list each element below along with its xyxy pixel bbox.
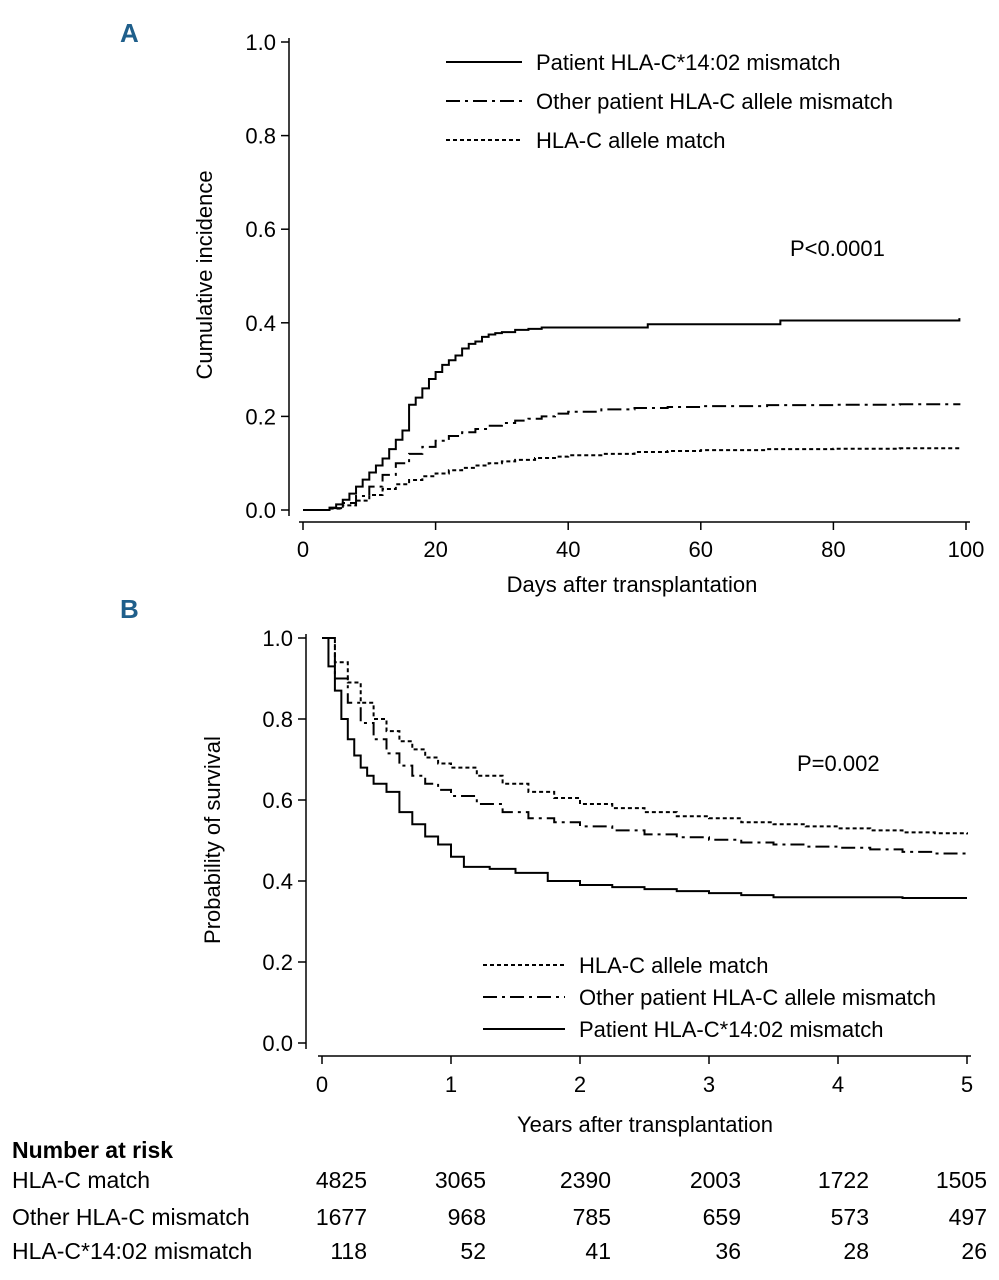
- y-tick-label: 0.6: [245, 217, 276, 242]
- risk-count: 36: [715, 1238, 741, 1264]
- panel-a-legend: Patient HLA-C*14:02 mismatch Other patien…: [446, 50, 893, 153]
- risk-count: 118: [330, 1238, 367, 1264]
- x-tick-label: 20: [423, 537, 447, 562]
- panel-b-p-value: P=0.002: [797, 751, 880, 776]
- panel-a-p-value: P<0.0001: [790, 236, 885, 261]
- y-tick-label: 0.2: [262, 950, 293, 975]
- legend-label: HLA-C allele match: [536, 128, 726, 153]
- y-tick-label: 0.8: [245, 124, 276, 149]
- y-tick-label: 0.2: [245, 404, 276, 429]
- series-line-dash-dot: [322, 637, 968, 856]
- panel-b-series: [322, 637, 968, 900]
- risk-count: 3065: [434, 1167, 486, 1193]
- x-tick-label: 60: [689, 537, 713, 562]
- risk-count: 497: [948, 1204, 987, 1230]
- x-tick-label: 100: [948, 537, 985, 562]
- y-tick-label: 0.8: [262, 707, 293, 732]
- y-tick-label: 0.6: [262, 788, 293, 813]
- risk-count: 52: [460, 1238, 486, 1264]
- risk-count: 26: [961, 1238, 987, 1264]
- y-tick-label: 0.4: [262, 869, 293, 894]
- y-tick-label: 0.0: [262, 1031, 293, 1056]
- panel-a-series: [303, 318, 961, 511]
- risk-count: 41: [585, 1238, 611, 1264]
- series-line-solid: [322, 637, 967, 900]
- panel-b-axes: [305, 634, 971, 1057]
- panel-b-label: B: [120, 594, 139, 624]
- risk-count: 4825: [315, 1167, 367, 1193]
- risk-row-label: HLA-C*14:02 mismatch: [12, 1238, 253, 1264]
- risk-count: 1722: [817, 1167, 869, 1193]
- risk-count: 1677: [315, 1204, 367, 1230]
- risk-count: 2390: [559, 1167, 611, 1193]
- risk-count: 28: [843, 1238, 869, 1264]
- risk-row-label: Other HLA-C mismatch: [12, 1204, 250, 1230]
- panel-a-xlabel: Days after transplantation: [507, 572, 758, 597]
- panel-a-ylabel: Cumulative incidence: [192, 170, 217, 379]
- series-line-dash-dot: [303, 403, 961, 511]
- x-tick-label: 0: [316, 1072, 328, 1097]
- panel-b-survival: B 0.0 0.2 0.4 0.6 0.8 1.0 0 1 2 3 4 5 Probability o…: [120, 594, 973, 1137]
- y-tick-label: 0.0: [245, 498, 276, 523]
- panel-b-xlabel: Years after transplantation: [517, 1112, 773, 1137]
- risk-table-row: HLA-C match 4825 3065 2390 2003 1722 1505: [0, 1167, 999, 1197]
- panel-b-ticks: 0.0 0.2 0.4 0.6 0.8 1.0 0 1 2 3 4 5: [262, 626, 973, 1097]
- risk-count: 659: [702, 1204, 741, 1230]
- legend-label: Patient HLA-C*14:02 mismatch: [536, 50, 840, 75]
- risk-table-row: Other HLA-C mismatch 1677 968 785 659 573 497: [0, 1204, 999, 1234]
- series-line-dotted: [303, 447, 961, 511]
- risk-count: 1505: [935, 1167, 987, 1193]
- risk-count: 785: [572, 1204, 611, 1230]
- y-tick-label: 1.0: [245, 30, 276, 55]
- x-tick-label: 1: [445, 1072, 457, 1097]
- x-tick-label: 40: [556, 537, 580, 562]
- series-line-solid: [303, 318, 961, 511]
- legend-label: Other patient HLA-C allele mismatch: [536, 89, 893, 114]
- panel-a-cumulative-incidence: A 0.0 0.2 0.4 0.6 0.8 1.0 0 20 40 60 80 100 Cumulat…: [120, 18, 984, 597]
- panel-a-axes: [288, 38, 970, 523]
- legend-label: HLA-C allele match: [579, 953, 769, 978]
- risk-table-title: Number at risk: [12, 1137, 174, 1163]
- panel-a-ticks: 0.0 0.2 0.4 0.6 0.8 1.0 0 20 40 60 80 100: [245, 30, 984, 562]
- legend-label: Other patient HLA-C allele mismatch: [579, 985, 936, 1010]
- panel-b-legend: HLA-C allele match Other patient HLA-C al…: [483, 953, 936, 1042]
- risk-count: 968: [447, 1204, 486, 1230]
- x-tick-label: 5: [961, 1072, 973, 1097]
- panel-b-ylabel: Probability of survival: [200, 736, 225, 944]
- x-tick-label: 4: [832, 1072, 844, 1097]
- legend-label: Patient HLA-C*14:02 mismatch: [579, 1017, 883, 1042]
- x-tick-label: 2: [574, 1072, 586, 1097]
- risk-count: 2003: [689, 1167, 741, 1193]
- risk-table-row: HLA-C*14:02 mismatch 118 52 41 36 28 26: [0, 1238, 999, 1268]
- y-tick-label: 0.4: [245, 311, 276, 336]
- risk-row-label: HLA-C match: [12, 1167, 151, 1193]
- panel-a-label: A: [120, 18, 139, 48]
- risk-count: 573: [830, 1204, 869, 1230]
- x-tick-label: 3: [703, 1072, 715, 1097]
- x-tick-label: 0: [297, 537, 309, 562]
- x-tick-label: 80: [821, 537, 845, 562]
- series-line-dotted: [322, 637, 968, 835]
- y-tick-label: 1.0: [262, 626, 293, 651]
